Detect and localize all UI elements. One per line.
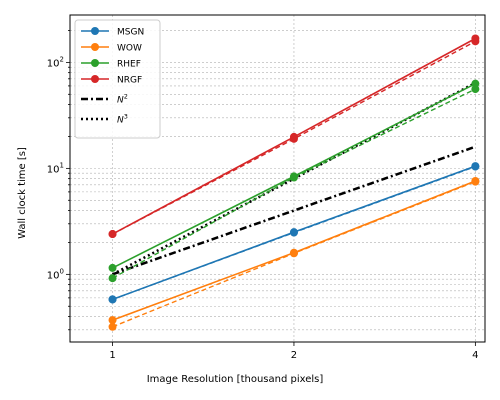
x-tick-label: 4 xyxy=(472,350,478,361)
data-point xyxy=(108,263,117,272)
legend-label: NRGF xyxy=(117,76,142,86)
x-axis-label: Image Resolution [thousand pixels] xyxy=(147,374,324,385)
data-point xyxy=(108,230,117,239)
legend-label: MSGN xyxy=(117,28,144,38)
data-point xyxy=(108,316,117,325)
data-point xyxy=(108,295,117,304)
ticks: 1 2 4 100 101 102 xyxy=(47,30,479,361)
legend-label: WOW xyxy=(117,44,142,54)
y-tick-label: 100 xyxy=(47,267,64,281)
data-point xyxy=(289,132,298,141)
data-point xyxy=(471,177,480,186)
legend-marker xyxy=(91,27,99,35)
data-point xyxy=(289,172,298,181)
legend: MSGN WOW RHEF NRGF N2 N3 xyxy=(74,19,161,139)
series-lines xyxy=(108,34,480,331)
legend-label: N3 xyxy=(117,113,128,126)
x-tick-label: 2 xyxy=(291,350,297,361)
y-tick-label: 101 xyxy=(47,161,64,175)
data-point xyxy=(289,248,298,257)
legend-marker xyxy=(91,59,99,67)
data-point xyxy=(108,322,117,331)
data-point xyxy=(289,228,298,237)
y-tick-label: 102 xyxy=(47,55,64,69)
data-point xyxy=(471,162,480,171)
data-point xyxy=(108,274,117,283)
x-tick-label: 1 xyxy=(109,350,115,361)
data-point xyxy=(471,79,480,88)
legend-label: N2 xyxy=(117,93,128,106)
legend-marker xyxy=(91,75,99,83)
legend-marker xyxy=(91,43,99,51)
reference-line xyxy=(112,145,476,276)
y-axis-label: Wall clock time [s] xyxy=(17,147,28,239)
data-point xyxy=(471,34,480,43)
legend-label: RHEF xyxy=(117,60,141,70)
